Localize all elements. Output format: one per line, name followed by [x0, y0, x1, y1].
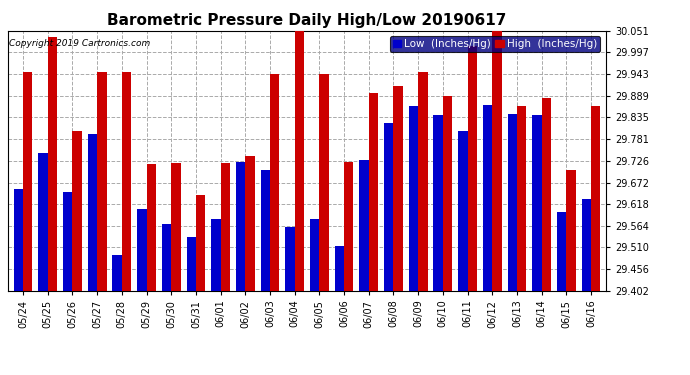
Bar: [236, 162, 246, 291]
Bar: [532, 115, 542, 291]
Bar: [186, 237, 196, 291]
Bar: [286, 226, 295, 291]
Bar: [393, 86, 403, 291]
Bar: [122, 72, 131, 291]
Bar: [196, 195, 206, 291]
Bar: [39, 153, 48, 291]
Bar: [591, 106, 600, 291]
Bar: [566, 170, 575, 291]
Bar: [492, 31, 502, 291]
Bar: [48, 37, 57, 291]
Bar: [344, 162, 353, 291]
Bar: [384, 123, 393, 291]
Bar: [368, 93, 378, 291]
Bar: [408, 106, 418, 291]
Bar: [270, 74, 279, 291]
Bar: [458, 131, 468, 291]
Bar: [261, 171, 270, 291]
Text: Copyright 2019 Cartronics.com: Copyright 2019 Cartronics.com: [9, 39, 150, 48]
Bar: [88, 135, 97, 291]
Bar: [23, 72, 32, 291]
Bar: [211, 219, 221, 291]
Bar: [517, 106, 526, 291]
Bar: [557, 212, 566, 291]
Bar: [359, 160, 368, 291]
Bar: [246, 156, 255, 291]
Bar: [171, 163, 181, 291]
Bar: [14, 189, 23, 291]
Bar: [508, 114, 517, 291]
Bar: [542, 98, 551, 291]
Legend: Low  (Inches/Hg), High  (Inches/Hg): Low (Inches/Hg), High (Inches/Hg): [390, 36, 600, 52]
Bar: [335, 246, 344, 291]
Title: Barometric Pressure Daily High/Low 20190617: Barometric Pressure Daily High/Low 20190…: [108, 13, 506, 28]
Bar: [310, 219, 319, 291]
Bar: [162, 224, 171, 291]
Bar: [97, 72, 106, 291]
Bar: [418, 72, 428, 291]
Bar: [582, 198, 591, 291]
Bar: [137, 209, 146, 291]
Bar: [112, 255, 122, 291]
Bar: [72, 131, 82, 291]
Bar: [443, 96, 452, 291]
Bar: [319, 74, 328, 291]
Bar: [433, 115, 443, 291]
Bar: [63, 192, 72, 291]
Bar: [468, 46, 477, 291]
Bar: [221, 163, 230, 291]
Bar: [483, 105, 492, 291]
Bar: [295, 31, 304, 291]
Bar: [146, 164, 156, 291]
